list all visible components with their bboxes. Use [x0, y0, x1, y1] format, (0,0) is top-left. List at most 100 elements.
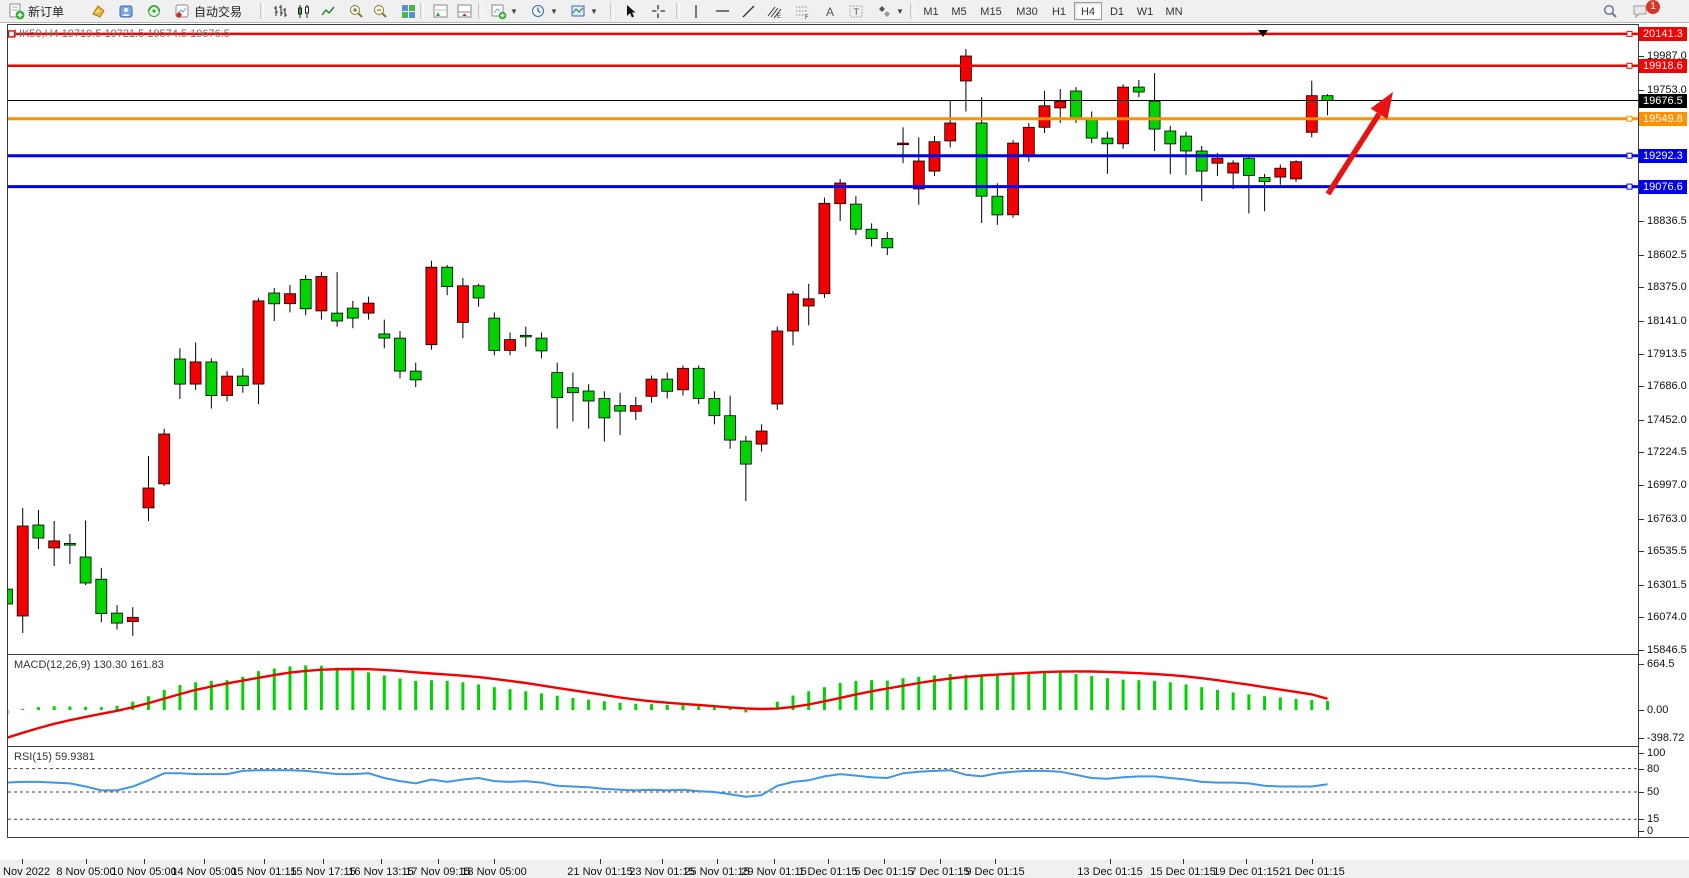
- arrows-icon: [876, 3, 893, 20]
- autotrading-button[interactable]: 自动交易: [170, 1, 246, 21]
- chart-shift-marker[interactable]: [1258, 30, 1268, 37]
- search-button[interactable]: [1598, 1, 1623, 21]
- rsi-tick-label: 100: [1647, 747, 1666, 759]
- macd-chart[interactable]: [8, 657, 1638, 746]
- indicator-window-button[interactable]: [452, 1, 477, 21]
- text-label-icon: T: [848, 3, 865, 20]
- cursor-tool-button[interactable]: [618, 1, 643, 21]
- svg-text:E: E: [777, 14, 781, 20]
- price-tick: [1638, 485, 1644, 486]
- timeframe-button-h1[interactable]: H1: [1051, 6, 1067, 18]
- line-anchor-marker[interactable]: [8, 30, 16, 38]
- candle-body: [158, 433, 171, 485]
- chat-notification-badge[interactable]: 1: [1646, 0, 1660, 14]
- timeframe-button-mn[interactable]: MN: [1165, 6, 1183, 18]
- indicators-list-icon: [432, 3, 449, 20]
- date-label: 19 Dec 01:15: [1213, 866, 1279, 878]
- indicators-list-button[interactable]: [428, 1, 453, 21]
- candle-body: [284, 293, 296, 305]
- date-tick: [774, 859, 775, 864]
- timeframe-button-m1[interactable]: M1: [923, 6, 939, 18]
- price-tick-label: 16535.5: [1647, 545, 1687, 558]
- trend-arrow-head[interactable]: [1370, 92, 1393, 120]
- timeframe-button-h4[interactable]: H4: [1074, 2, 1102, 20]
- candle-body: [614, 405, 626, 412]
- timeframe-button-m30[interactable]: M30: [1016, 6, 1038, 18]
- crosshair-tool-button[interactable]: [646, 1, 671, 21]
- candle-body: [315, 276, 328, 312]
- candle-body: [1117, 86, 1129, 145]
- horizontal-line-tool[interactable]: [710, 1, 735, 21]
- trend-arrow-shaft[interactable]: [1325, 112, 1382, 196]
- price-tick: [1638, 518, 1644, 520]
- new-order-icon: [8, 3, 25, 20]
- macd-panel[interactable]: MACD(12,26,9) 130.30 161.83: [8, 657, 1638, 746]
- timeframe-button-d1[interactable]: D1: [1109, 6, 1125, 18]
- date-label: 4 Nov 2022: [0, 866, 51, 878]
- bar-chart-button[interactable]: [268, 1, 293, 21]
- candlestick-chart-button[interactable]: [292, 1, 317, 21]
- data-window-button[interactable]: [114, 1, 139, 21]
- navigator-button[interactable]: [142, 1, 167, 21]
- macd-tick: [1638, 710, 1644, 711]
- candle-body: [472, 285, 485, 299]
- timeframe-button-m5[interactable]: M5: [951, 6, 967, 18]
- arrows-dropdown[interactable]: ▼: [872, 1, 908, 21]
- date-tick: [1312, 859, 1313, 864]
- line-handle[interactable]: [1626, 115, 1633, 122]
- price-tick: [1638, 287, 1644, 289]
- horizontal-line-icon: [714, 3, 731, 20]
- new-order-button[interactable]: 新订单: [4, 1, 68, 21]
- candle-body: [1290, 161, 1302, 180]
- price-tick-label: 15846.5: [1647, 644, 1687, 656]
- line-handle[interactable]: [1626, 183, 1633, 190]
- toolbar-separator: [260, 3, 264, 19]
- date-label: 18 Nov 05:00: [461, 866, 527, 878]
- zoom-in-button[interactable]: [344, 1, 369, 21]
- candle-body: [1211, 157, 1224, 164]
- rsi-tick: [1638, 768, 1644, 770]
- candle-body: [1195, 150, 1208, 172]
- price-tick-label: 18375.0: [1647, 281, 1687, 294]
- date-tick: [995, 859, 996, 864]
- main-macd-separator[interactable]: [7, 654, 1638, 655]
- rsi-chart[interactable]: [8, 749, 1638, 837]
- macd-rsi-separator[interactable]: [7, 746, 1638, 747]
- line-handle[interactable]: [1626, 152, 1633, 159]
- candle-body: [126, 616, 139, 622]
- new-chart-dropdown[interactable]: ▼: [486, 1, 522, 21]
- zoom-out-icon: [372, 3, 389, 20]
- vertical-line-icon: [688, 3, 705, 20]
- line-chart-button[interactable]: [316, 1, 341, 21]
- candle-body: [818, 202, 831, 295]
- rsi-panel[interactable]: RSI(15) 59.9381: [8, 749, 1638, 837]
- candle-body: [1305, 95, 1318, 133]
- timeframe-button-w1[interactable]: W1: [1136, 6, 1154, 18]
- timeframe-button-m15[interactable]: M15: [980, 6, 1002, 18]
- clock-icon: [530, 3, 547, 20]
- text-tool[interactable]: A: [818, 1, 843, 21]
- candle-body: [142, 487, 155, 509]
- candle-body: [708, 398, 721, 417]
- candle-body: [8, 588, 13, 605]
- equidistant-channel-tool[interactable]: E: [762, 1, 787, 21]
- trendline-tool[interactable]: [736, 1, 761, 21]
- periods-dropdown[interactable]: ▼: [526, 1, 562, 21]
- date-tick: [662, 859, 663, 864]
- text-label-tool[interactable]: T: [844, 1, 869, 21]
- line-handle[interactable]: [1626, 30, 1633, 37]
- macd-tick-label: 0.00: [1647, 704, 1669, 716]
- new-order-label: 新订单: [28, 4, 65, 19]
- vertical-line-tool[interactable]: [684, 1, 709, 21]
- market-watch-button[interactable]: [86, 1, 111, 21]
- zoom-out-button[interactable]: [368, 1, 393, 21]
- candle-body: [912, 160, 925, 190]
- candlestick-chart[interactable]: [8, 28, 1638, 654]
- main-chart-panel[interactable]: HK50,H4 19710.5 19721.5 19574.5 19676.5: [8, 28, 1638, 654]
- fibonacci-tool[interactable]: F: [790, 1, 815, 21]
- macd-tick: [1638, 737, 1644, 739]
- templates-dropdown[interactable]: ▼: [566, 1, 602, 21]
- candle-body: [881, 238, 894, 249]
- line-handle[interactable]: [1626, 62, 1633, 69]
- tile-windows-button[interactable]: [396, 1, 421, 21]
